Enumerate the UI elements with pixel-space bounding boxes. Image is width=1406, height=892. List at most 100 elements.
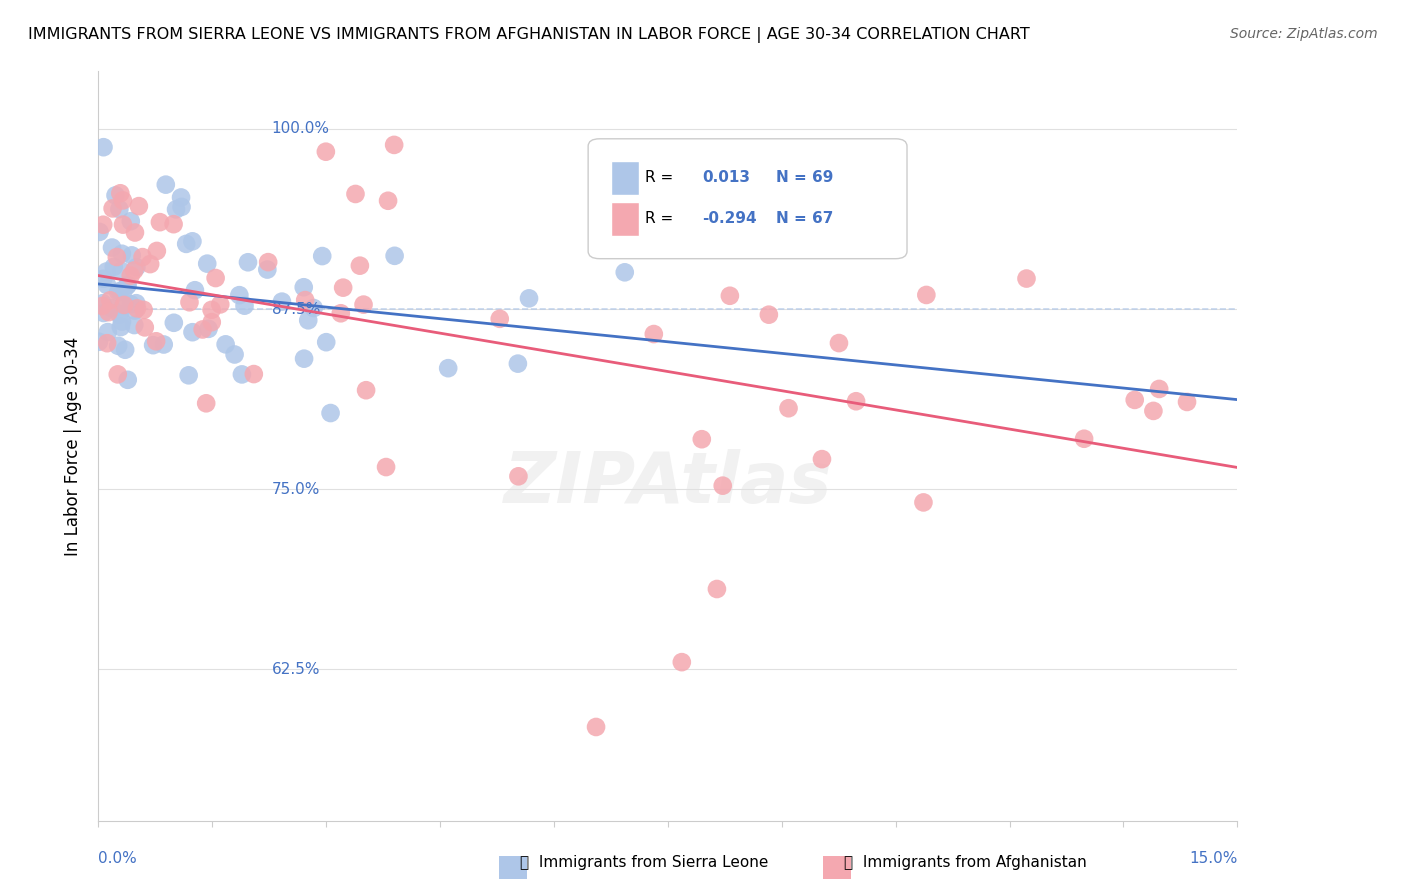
Point — [184, 283, 207, 297]
Point — [377, 194, 399, 208]
Point — [111, 194, 134, 208]
Point — [139, 257, 162, 271]
Point — [613, 265, 636, 279]
Point — [718, 289, 741, 303]
Point — [170, 190, 193, 204]
Point — [121, 248, 143, 262]
Point — [181, 235, 204, 249]
Text: ⬜  Immigrants from Afghanistan: ⬜ Immigrants from Afghanistan — [844, 855, 1087, 870]
Point — [292, 351, 315, 366]
Point — [912, 495, 935, 509]
Point — [146, 244, 169, 258]
Point — [124, 318, 146, 332]
Point — [165, 202, 187, 217]
Point — [329, 306, 352, 320]
Text: 15.0%: 15.0% — [1189, 851, 1237, 865]
Point — [506, 357, 529, 371]
Point — [105, 250, 128, 264]
Point — [98, 293, 121, 308]
Point — [315, 145, 337, 159]
Point — [201, 302, 224, 317]
Point — [117, 277, 139, 292]
Point — [107, 339, 129, 353]
Point — [104, 188, 127, 202]
Point — [120, 297, 142, 311]
Point — [1147, 382, 1170, 396]
Point — [128, 199, 150, 213]
Point — [297, 313, 319, 327]
Point — [124, 226, 146, 240]
Point — [354, 383, 377, 397]
Point — [101, 241, 124, 255]
Point — [110, 186, 132, 201]
Point — [87, 334, 110, 349]
Point — [828, 336, 851, 351]
Point — [177, 368, 200, 383]
Point — [110, 320, 132, 334]
Point — [292, 280, 315, 294]
Point — [111, 246, 134, 260]
Point — [122, 263, 145, 277]
Point — [114, 343, 136, 357]
Point — [91, 296, 114, 310]
Point — [96, 264, 118, 278]
Point — [690, 432, 713, 446]
Point — [585, 720, 607, 734]
Point — [706, 582, 728, 596]
Point — [93, 140, 115, 154]
Point — [145, 334, 167, 349]
Point — [195, 257, 218, 271]
Text: 75.0%: 75.0% — [271, 482, 321, 497]
FancyBboxPatch shape — [588, 139, 907, 259]
Point — [112, 298, 135, 312]
Point — [382, 137, 405, 152]
Text: ⬜  Immigrants from Sierra Leone: ⬜ Immigrants from Sierra Leone — [520, 855, 769, 870]
Point — [643, 327, 665, 342]
Point — [845, 394, 868, 409]
Point — [1015, 271, 1038, 285]
Point — [112, 283, 135, 297]
Point — [132, 302, 155, 317]
Text: Source: ZipAtlas.com: Source: ZipAtlas.com — [1230, 27, 1378, 41]
Point — [1175, 395, 1198, 409]
Text: -0.294: -0.294 — [702, 211, 756, 227]
Text: N = 67: N = 67 — [776, 211, 834, 227]
Point — [111, 315, 134, 329]
Point — [375, 460, 398, 475]
Point — [228, 288, 250, 302]
Point — [201, 315, 224, 329]
Point — [671, 655, 693, 669]
Point — [758, 308, 780, 322]
Point — [256, 262, 278, 277]
Point — [89, 225, 111, 239]
Point — [120, 268, 142, 283]
Point — [97, 325, 120, 339]
Point — [124, 303, 146, 318]
Point — [488, 311, 510, 326]
Bar — [612, 161, 640, 195]
Text: ZIPAtlas: ZIPAtlas — [503, 449, 832, 518]
Text: 0.013: 0.013 — [702, 170, 749, 186]
Point — [107, 368, 129, 382]
Text: 100.0%: 100.0% — [271, 121, 329, 136]
Point — [811, 452, 834, 467]
Point — [170, 200, 193, 214]
Point — [233, 299, 256, 313]
Point — [163, 316, 186, 330]
Point — [108, 202, 131, 217]
Text: 87.5%: 87.5% — [271, 301, 321, 317]
Point — [108, 284, 131, 298]
Text: 62.5%: 62.5% — [271, 662, 321, 677]
Point — [101, 202, 124, 216]
Point — [100, 301, 122, 316]
Point — [93, 306, 115, 320]
Point — [384, 249, 406, 263]
Point — [332, 280, 354, 294]
Point — [131, 250, 153, 264]
Point — [257, 255, 280, 269]
Point — [224, 347, 246, 361]
Point — [231, 368, 253, 382]
Point — [1073, 432, 1095, 446]
Point — [353, 297, 375, 311]
Point — [437, 361, 460, 376]
